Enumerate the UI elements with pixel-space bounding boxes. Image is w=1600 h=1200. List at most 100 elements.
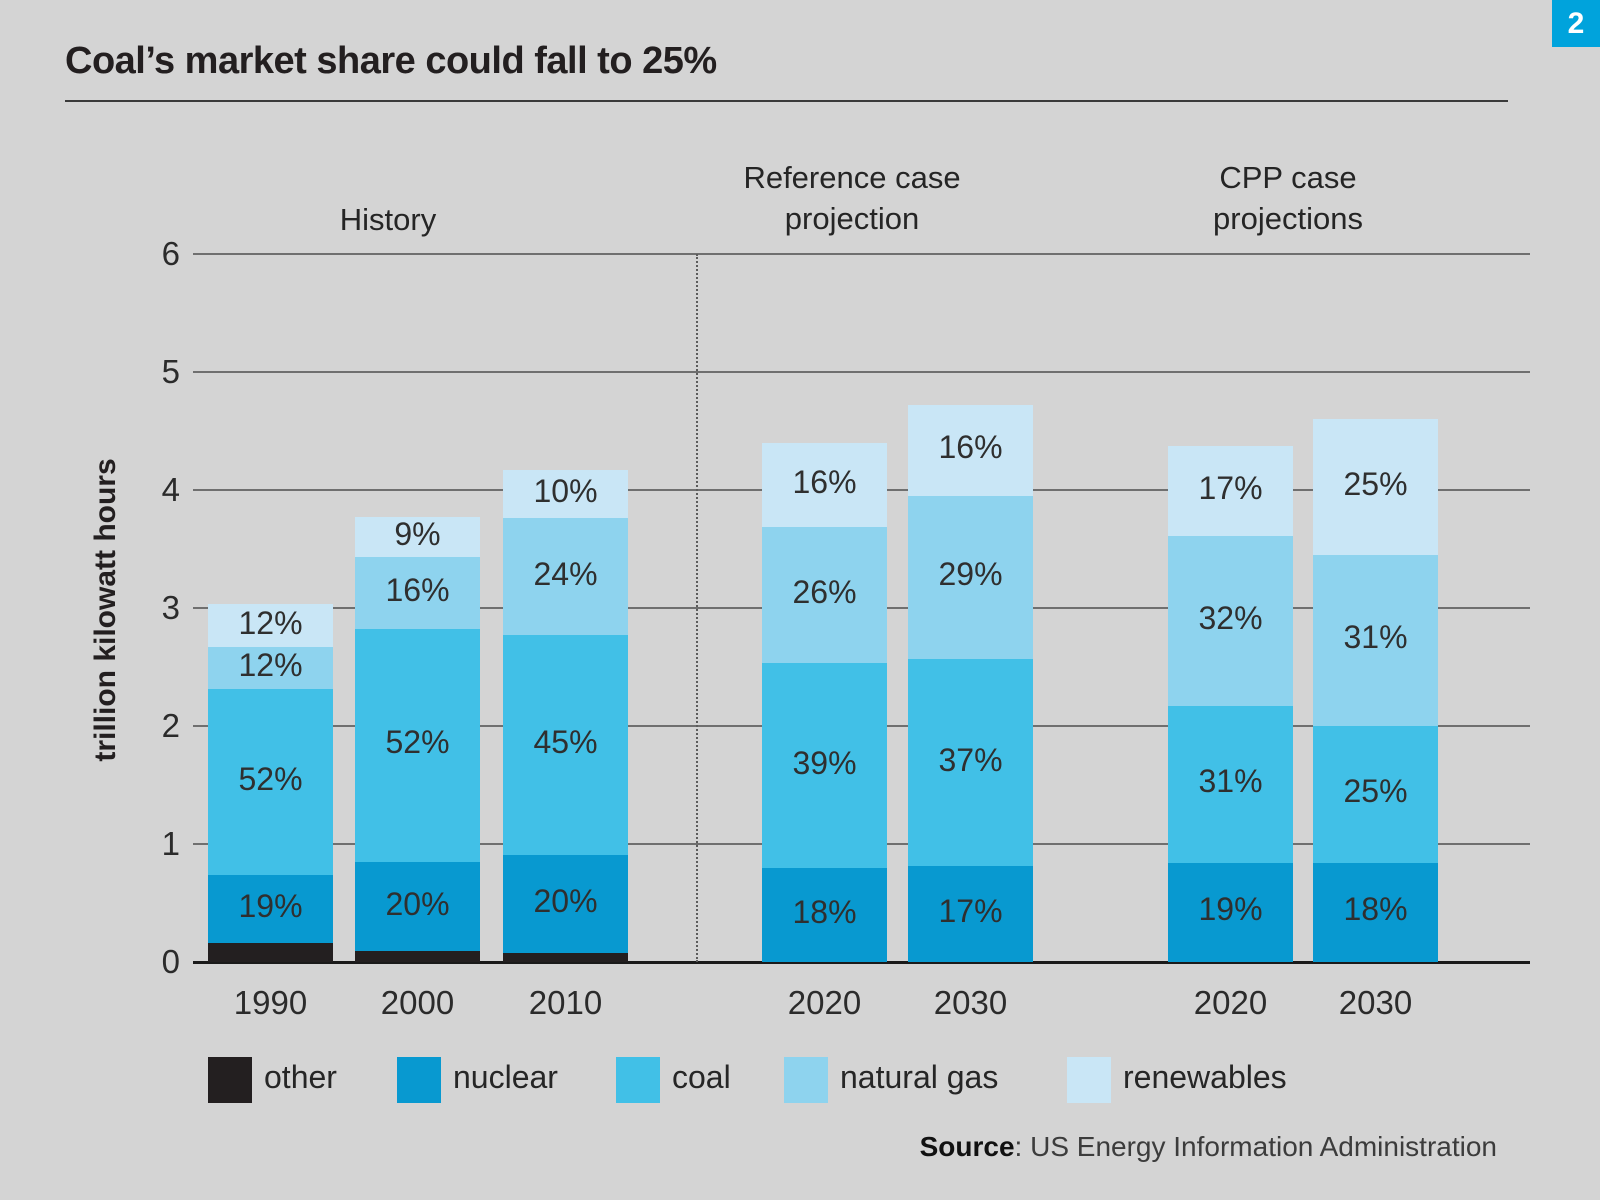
bar-segment-percent-label: 52% xyxy=(385,724,450,761)
bar-segment-natural_gas: 32% xyxy=(1168,536,1293,706)
bar-segment-percent-label: 18% xyxy=(1343,891,1408,928)
bar-segment-percent-label: 25% xyxy=(1343,773,1408,810)
bar-segment-natural_gas: 12% xyxy=(208,646,333,690)
stacked-bar-history-2010: 20% 45% 24% 10% xyxy=(503,0,628,962)
y-tick-label-3: 3 xyxy=(161,589,180,626)
stacked-bar-reference-2030: 17% 37% 29% 16% xyxy=(908,0,1033,962)
section-header-history: History xyxy=(339,202,437,237)
bar-segment-percent-label: 24% xyxy=(533,555,598,592)
bar-segment-renewables: 17% xyxy=(1168,446,1293,536)
bar-segment-coal: 31% xyxy=(1168,705,1293,863)
bar-segment-percent-label: 45% xyxy=(533,723,598,760)
bar-segment-renewables: 25% xyxy=(1313,419,1438,555)
bar-segment-coal: 37% xyxy=(908,658,1033,867)
legend-swatch-other xyxy=(208,1057,252,1103)
bar-segment-natural_gas: 24% xyxy=(503,518,628,636)
bar-segment-renewables: 16% xyxy=(908,405,1033,496)
bar-segment-percent-label: 20% xyxy=(385,885,450,922)
legend-label-nuclear: nuclear xyxy=(453,1059,558,1095)
bar-segment-percent-label: 17% xyxy=(1198,470,1263,507)
legend-swatch-natural_gas xyxy=(784,1057,828,1103)
legend-swatch-renewables xyxy=(1067,1057,1111,1103)
y-tick-label-4: 4 xyxy=(161,471,180,508)
bar-segment-percent-label: 12% xyxy=(238,604,303,641)
bar-segment-nuclear: 18% xyxy=(762,867,887,962)
bar-segment-percent-label: 52% xyxy=(238,761,303,798)
bar-segment-coal: 52% xyxy=(355,629,480,862)
y-tick-label-6: 6 xyxy=(161,235,180,272)
bar-segment-nuclear: 20% xyxy=(355,861,480,952)
gridline-5 xyxy=(193,371,1530,373)
bar-segment-percent-label: 32% xyxy=(1198,599,1263,636)
bar-segment-natural_gas: 29% xyxy=(908,495,1033,659)
stacked-bar-cpp-2030: 18% 25% 31% 25% xyxy=(1313,0,1438,962)
section-divider-dotted-line xyxy=(696,254,698,962)
stacked-bar-history-1990: 19% 52% 12% 12% xyxy=(208,0,333,962)
bar-segment-percent-label: 29% xyxy=(938,556,1003,593)
gridline-6 xyxy=(193,253,1530,255)
bar-segment-percent-label: 10% xyxy=(533,473,598,510)
x-tick-label-2020: 2020 xyxy=(787,984,862,1021)
source-text: US Energy Information Administration xyxy=(1030,1131,1497,1162)
source-attribution: Source: US Energy Information Administra… xyxy=(920,1131,1497,1163)
bar-segment-other xyxy=(355,951,480,962)
chart-title: Coal’s market share could fall to 25% xyxy=(65,40,717,82)
stacked-bar-cpp-2020: 19% 31% 32% 17% xyxy=(1168,0,1293,962)
legend-label-renewables: renewables xyxy=(1123,1059,1287,1095)
bar-segment-other xyxy=(208,943,333,962)
bar-segment-renewables: 16% xyxy=(762,442,887,527)
bar-segment-percent-label: 26% xyxy=(792,574,857,611)
y-tick-label-1: 1 xyxy=(161,825,180,862)
legend-swatch-coal xyxy=(616,1057,660,1103)
bar-segment-percent-label: 25% xyxy=(1343,466,1408,503)
legend-label-other: other xyxy=(264,1059,337,1095)
x-tick-label-2030: 2030 xyxy=(933,984,1008,1021)
bar-segment-percent-label: 31% xyxy=(1343,619,1408,656)
bar-segment-renewables: 9% xyxy=(355,516,480,558)
x-tick-label-2030: 2030 xyxy=(1338,984,1413,1021)
bar-segment-other xyxy=(503,952,628,962)
y-tick-label-0: 0 xyxy=(161,943,180,980)
bar-segment-percent-label: 39% xyxy=(792,744,857,781)
source-separator: : xyxy=(1014,1131,1031,1162)
legend-label-coal: coal xyxy=(672,1059,731,1095)
bar-segment-nuclear: 19% xyxy=(1168,862,1293,962)
bar-segment-nuclear: 18% xyxy=(1313,862,1438,962)
bar-segment-nuclear: 19% xyxy=(208,874,333,944)
bar-segment-nuclear: 17% xyxy=(908,866,1033,962)
page-number-badge: 2 xyxy=(1552,0,1600,47)
bar-segment-percent-label: 20% xyxy=(533,882,598,919)
stacked-bar-history-2000: 20% 52% 16% 9% xyxy=(355,0,480,962)
x-tick-label-2000: 2000 xyxy=(380,984,455,1021)
x-tick-label-2020: 2020 xyxy=(1193,984,1268,1021)
stacked-bar-reference-2020: 18% 39% 26% 16% xyxy=(762,0,887,962)
section-header-reference-case: Reference case projection xyxy=(743,160,961,236)
bar-segment-renewables: 12% xyxy=(208,604,333,647)
chart-legend: other nuclear coal natural gas renewables xyxy=(0,1057,1600,1103)
bar-segment-percent-label: 16% xyxy=(938,429,1003,466)
bar-segment-percent-label: 17% xyxy=(938,893,1003,930)
y-tick-label-5: 5 xyxy=(161,353,180,390)
x-tick-label-2010: 2010 xyxy=(528,984,603,1021)
x-tick-label-1990: 1990 xyxy=(233,984,308,1021)
bar-segment-percent-label: 12% xyxy=(238,647,303,684)
bar-segment-percent-label: 16% xyxy=(792,463,857,500)
section-header-cpp-case: CPP case projections xyxy=(1213,160,1363,236)
bar-segment-percent-label: 31% xyxy=(1198,763,1263,800)
bar-segment-percent-label: 19% xyxy=(1198,891,1263,928)
bar-segment-coal: 25% xyxy=(1313,726,1438,863)
title-divider-rule xyxy=(65,100,1508,102)
x-axis-line xyxy=(193,961,1530,964)
bar-segment-percent-label: 18% xyxy=(792,893,857,930)
bar-segment-renewables: 10% xyxy=(503,469,628,519)
legend-swatch-nuclear xyxy=(397,1057,441,1103)
y-tick-label-2: 2 xyxy=(161,707,180,744)
legend-label-natural_gas: natural gas xyxy=(840,1059,999,1095)
bar-segment-coal: 39% xyxy=(762,663,887,868)
bar-segment-nuclear: 20% xyxy=(503,854,628,953)
bar-segment-coal: 45% xyxy=(503,635,628,855)
bar-segment-percent-label: 37% xyxy=(938,741,1003,778)
bar-segment-natural_gas: 31% xyxy=(1313,554,1438,726)
bar-segment-natural_gas: 26% xyxy=(762,526,887,664)
